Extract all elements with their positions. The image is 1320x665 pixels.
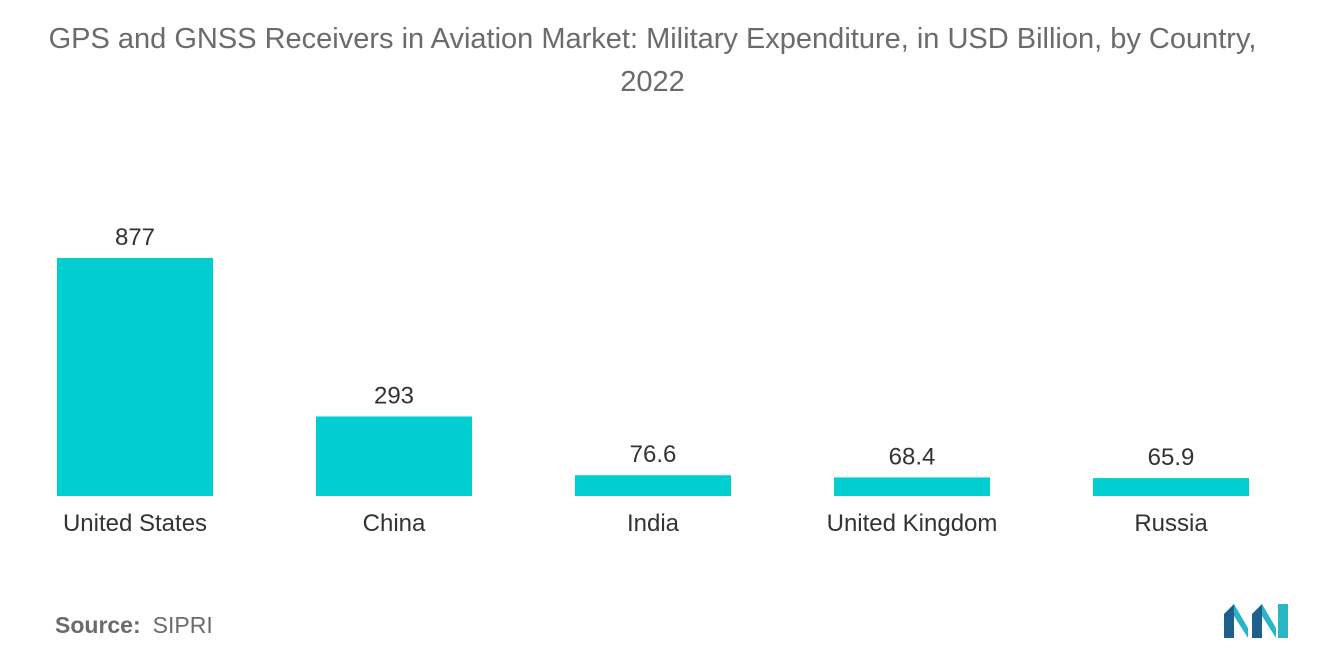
category-tick-label: United Kingdom [827, 510, 998, 537]
category-tick-label: China [363, 510, 426, 537]
bar [316, 416, 472, 496]
source-label: Source: [55, 612, 141, 638]
value-labels-group: 877 293 76.6 68.4 65.9 [115, 224, 1194, 471]
chart-title: GPS and GNSS Receivers in Aviation Marke… [48, 23, 1257, 98]
bar-value-label: 76.6 [630, 441, 677, 468]
bar-value-label: 68.4 [889, 443, 936, 470]
source-value: SIPRI [152, 612, 213, 638]
category-tick-label: United States [63, 510, 207, 537]
bar [57, 258, 213, 496]
category-tick-label: India [627, 510, 680, 537]
source-note: Source: SIPRI [55, 612, 213, 639]
bar-value-label: 877 [115, 224, 155, 251]
mordor-intelligence-logo-icon [1224, 604, 1288, 638]
bars-group [57, 258, 1249, 496]
bar [834, 477, 990, 496]
bar-value-label: 65.9 [1148, 444, 1195, 471]
category-labels-group: United States China India United Kingdom Rus… [63, 510, 1208, 537]
bar [575, 475, 731, 496]
bar-value-label: 293 [374, 382, 414, 409]
category-tick-label: Russia [1134, 510, 1208, 537]
bar [1093, 478, 1249, 496]
